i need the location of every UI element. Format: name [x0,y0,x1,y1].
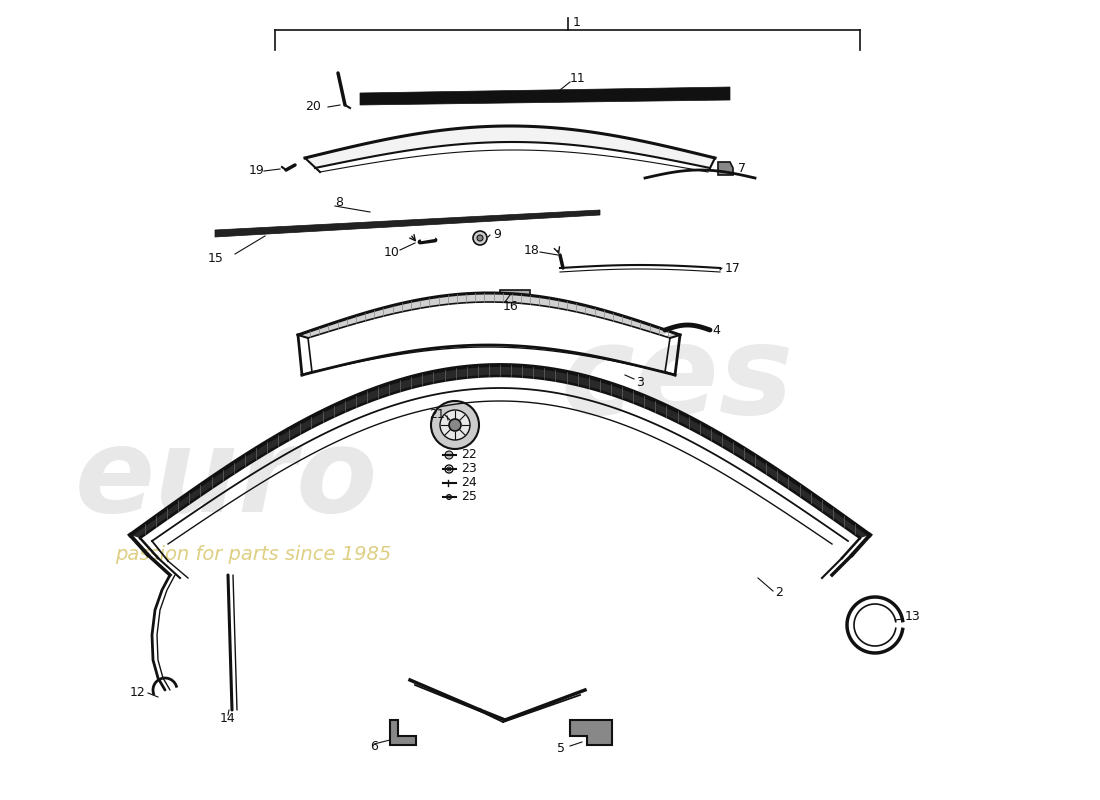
Text: ces: ces [560,319,793,441]
Text: 21: 21 [429,407,446,421]
Text: passion for parts since 1985: passion for parts since 1985 [116,546,392,565]
Circle shape [449,419,461,431]
Text: 17: 17 [725,262,741,274]
Text: 9: 9 [493,229,500,242]
Text: 15: 15 [208,251,224,265]
Text: 1: 1 [572,15,581,29]
Polygon shape [390,720,416,745]
Text: 20: 20 [305,101,321,114]
Polygon shape [500,290,530,298]
Text: 10: 10 [384,246,400,258]
Text: 11: 11 [570,71,585,85]
Polygon shape [305,126,715,168]
Polygon shape [570,720,612,745]
Circle shape [473,231,487,245]
Text: 23: 23 [461,462,476,475]
Polygon shape [214,210,600,237]
Text: 7: 7 [738,162,746,174]
Text: 22: 22 [461,449,476,462]
Text: 18: 18 [524,243,540,257]
Text: 4: 4 [712,323,719,337]
Text: 8: 8 [336,195,343,209]
Text: 5: 5 [557,742,565,754]
Text: 24: 24 [461,477,476,490]
Text: 13: 13 [905,610,921,623]
Text: 2: 2 [776,586,783,599]
Text: 12: 12 [130,686,145,699]
Text: euro: euro [75,422,378,538]
Circle shape [446,451,453,459]
Circle shape [440,410,470,440]
Circle shape [477,235,483,241]
Text: 19: 19 [249,165,264,178]
Circle shape [431,401,478,449]
Circle shape [447,467,451,471]
Text: 16: 16 [503,299,519,313]
Polygon shape [718,162,733,175]
Text: 14: 14 [220,711,235,725]
Text: 6: 6 [370,741,378,754]
Polygon shape [298,293,680,338]
Text: 3: 3 [636,375,644,389]
Polygon shape [130,365,870,538]
Circle shape [447,494,451,499]
Text: 25: 25 [461,490,477,503]
Polygon shape [360,87,730,105]
